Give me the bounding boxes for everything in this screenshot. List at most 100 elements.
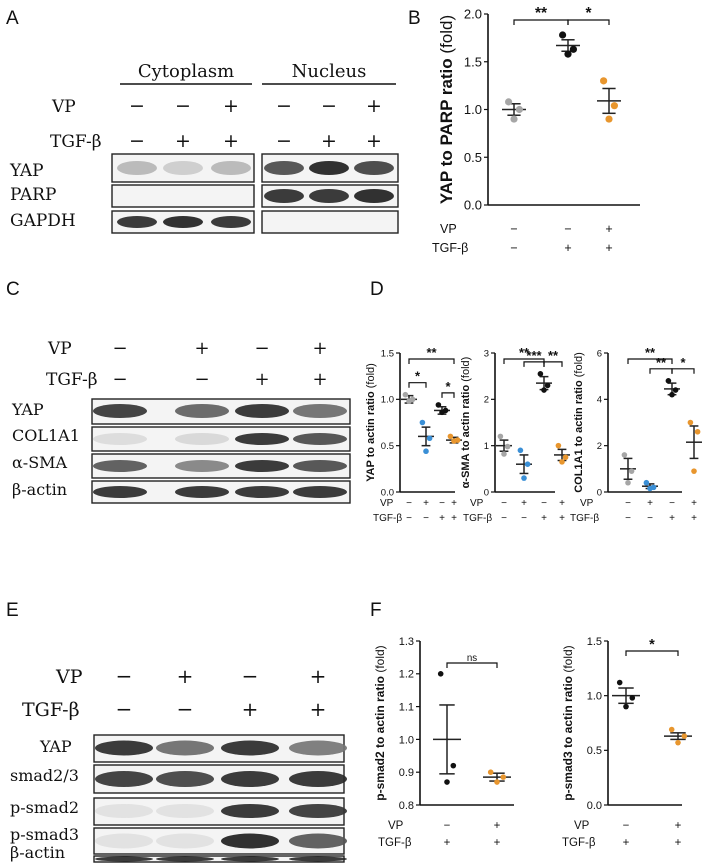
y-axis-label: α-SMA to actin ratio (fold) — [460, 357, 472, 489]
y-axis-label: COL1A1 to actin ratio (fold) — [573, 352, 585, 493]
data-point — [501, 451, 507, 457]
a-band-1-3 — [264, 189, 304, 203]
group-tgf-sign: + — [559, 513, 565, 524]
c-band-2-1 — [175, 460, 229, 472]
y-tick-label: 2 — [484, 395, 489, 406]
chart-f1: 0.8 0.9 1.0 1.1 1.2 1.3 p-smad2 to actin ratio… — [373, 636, 514, 849]
row-label-tgf: TGF-β — [570, 513, 599, 524]
row-label-vp: VP — [580, 498, 594, 509]
panel-letter-a: A — [6, 8, 19, 29]
a-band-0-5 — [354, 161, 394, 175]
data-point — [494, 779, 500, 785]
a-band-2-1 — [163, 216, 203, 228]
group-tgf-sign: − — [647, 513, 653, 524]
data-point — [402, 391, 409, 398]
group-vp-sign: − — [406, 498, 412, 509]
row-label-vp: VP — [380, 498, 394, 509]
data-point — [500, 774, 507, 780]
significance-bracket — [627, 358, 673, 364]
y-tick-label: 1.0 — [381, 395, 394, 406]
row-label-vp: VP — [440, 222, 457, 236]
c-band-1-0 — [93, 433, 147, 445]
y-axis-label: p-smad3 to actin ratio (fold) — [561, 645, 575, 800]
significance-label: ** — [645, 345, 656, 360]
c-band-3-3 — [293, 486, 347, 498]
row-label-vp: VP — [470, 498, 484, 509]
group-tgf-sign: − — [510, 241, 517, 255]
significance-label: * — [680, 355, 686, 370]
group-tgf-sign: + — [541, 513, 547, 524]
significance-bracket — [671, 368, 695, 374]
e-row-label-vp: VP — [55, 666, 83, 688]
row-label-tgf: TGF-β — [463, 513, 492, 524]
data-point — [504, 443, 511, 450]
c-band-2-0 — [93, 460, 147, 472]
e-band-4-2 — [221, 856, 279, 862]
y-tick-label: 1.1 — [399, 701, 414, 713]
row-label-vp: VP — [574, 820, 590, 832]
significance-bracket — [446, 662, 498, 668]
y-tick-label: 2.0 — [464, 7, 482, 22]
a-band-1-4 — [309, 189, 349, 203]
significance-label: ** — [519, 345, 530, 360]
a-sign-r1-0: − — [129, 130, 145, 152]
chart-d2: 0 1 2 3 α-SMA to actin ratio (fold) − − + − − + + + V… — [460, 345, 570, 524]
a-band-0-4 — [309, 161, 349, 175]
y-axis-label: YAP to PARP ratio (fold) — [437, 15, 456, 204]
e-blot-label-psmad2: p-smad2 — [10, 798, 79, 817]
a-sign-r1-2: + — [223, 130, 239, 152]
a-row-label-vp: VP — [51, 97, 76, 117]
group-vp-sign: + — [675, 820, 682, 832]
a-band-1-5 — [354, 189, 394, 203]
group-tgf-sign: − — [501, 513, 507, 524]
data-point — [537, 371, 544, 377]
e-blot-label-psmad3: p-smad3 — [10, 825, 79, 844]
y-tick-label: 0.0 — [381, 487, 394, 498]
c-blot-label-bactin: β-actin — [12, 480, 67, 499]
a-sign-r0-5: + — [366, 95, 382, 117]
y-tick-label: 0 — [484, 487, 489, 498]
data-point — [487, 769, 494, 775]
group-vp-sign: − — [439, 498, 445, 509]
significance-bracket — [408, 382, 427, 388]
y-tick-label: 4 — [597, 395, 602, 406]
significance-label: * — [649, 637, 655, 653]
y-tick-label: 6 — [597, 348, 602, 359]
significance-label: ** — [548, 348, 559, 363]
c-blot-label-col1a1: COL1A1 — [12, 426, 80, 445]
chart-f2: 0.0 0.5 1.0 1.5 p-smad3 to actin ratio (fold… — [561, 636, 692, 849]
c-sign-r1-1: − — [194, 369, 209, 390]
y-tick-label: 1.0 — [464, 102, 482, 117]
data-point — [435, 402, 442, 408]
data-point — [510, 115, 518, 123]
a-band-2-0 — [117, 216, 157, 228]
data-point — [447, 433, 454, 440]
row-label-tgf: TGF-β — [432, 241, 468, 255]
data-point — [524, 461, 531, 468]
c-blot-label-asma: α-SMA — [12, 453, 68, 472]
c-band-1-1 — [175, 433, 229, 445]
data-point — [497, 433, 504, 440]
group-vp-sign: − — [444, 820, 451, 832]
e-band-1-0 — [95, 771, 153, 787]
y-tick-label: 0.9 — [399, 767, 414, 779]
group-vp-sign: + — [423, 498, 429, 509]
a-band-2-2 — [211, 216, 251, 228]
group-tgf-sign: + — [691, 513, 697, 524]
y-tick-label: 0.0 — [464, 198, 482, 213]
panel-letter-f: F — [370, 600, 382, 621]
c-band-0-3 — [293, 404, 347, 418]
group-vp-sign: − — [501, 498, 507, 509]
a-row-label-tgf: TGF-β — [50, 132, 102, 152]
e-band-4-1 — [156, 856, 214, 862]
group-vp-sign: + — [559, 498, 565, 509]
y-tick-label: 0.5 — [587, 745, 602, 757]
e-band-3-3 — [289, 833, 347, 849]
group-tgf-sign: + — [451, 513, 457, 524]
y-tick-label: 1.5 — [381, 348, 394, 359]
e-band-2-1 — [156, 804, 214, 818]
c-sign-r1-3: + — [312, 369, 327, 390]
data-point — [515, 105, 524, 114]
panel-letter-b: B — [408, 8, 421, 29]
